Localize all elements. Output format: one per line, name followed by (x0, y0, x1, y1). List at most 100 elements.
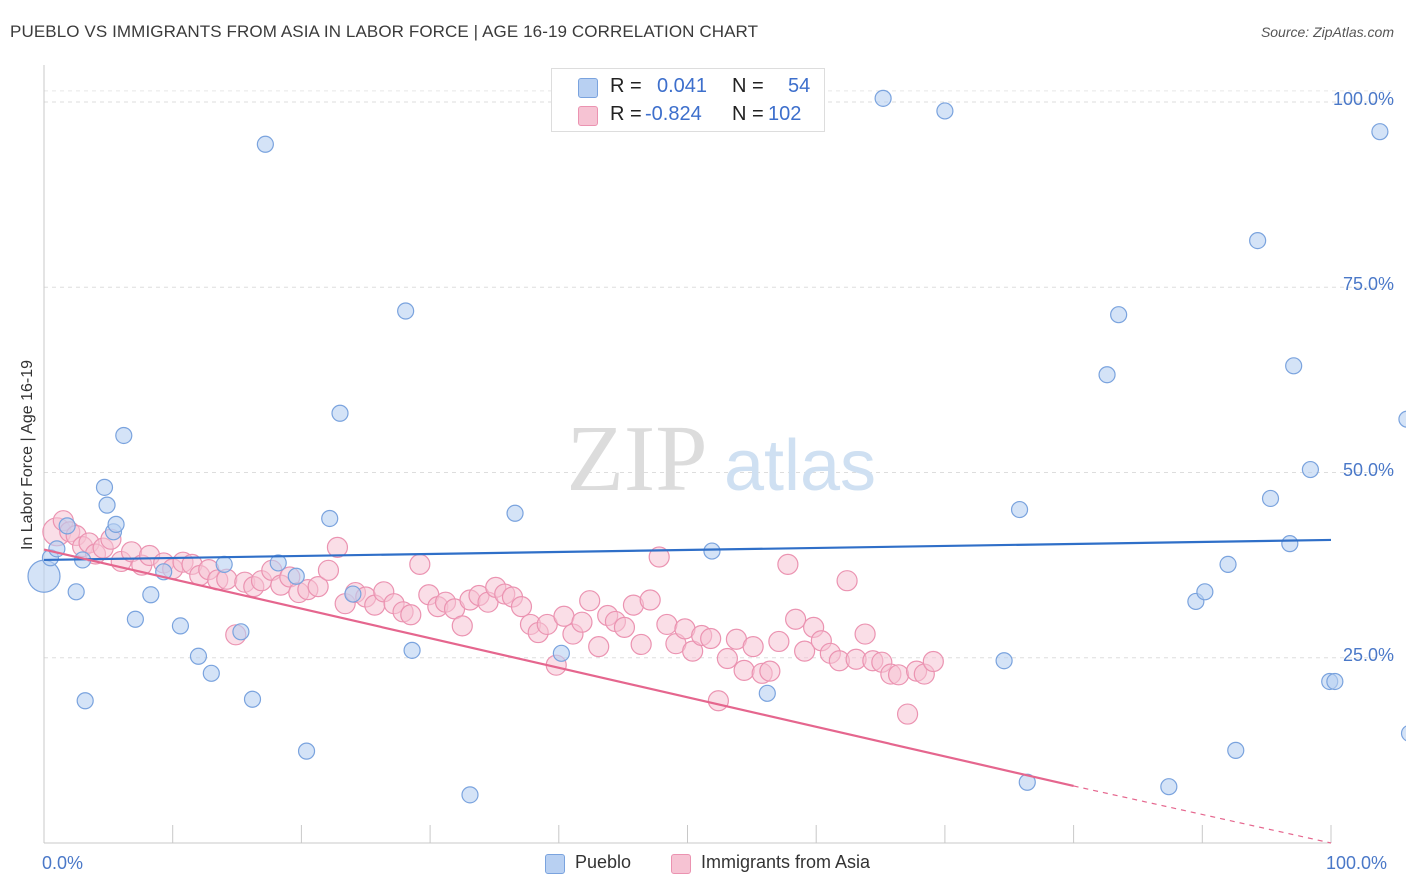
asia-point (409, 553, 431, 576)
pueblo-point (27, 559, 61, 593)
asia-trend-line (43, 548, 1074, 788)
pueblo-point (936, 102, 954, 120)
stats-box: R = 0.041 N = 54 R = -0.824 N = 102 (551, 68, 825, 132)
pueblo-point (202, 664, 220, 682)
pueblo-point (1249, 232, 1267, 250)
trend-lines (43, 538, 1332, 844)
pueblo-point (344, 585, 362, 603)
pueblo-point (1301, 460, 1320, 479)
pueblo-n-value: 54 (788, 75, 811, 97)
pueblo-point (107, 515, 125, 533)
chart-title: PUEBLO VS IMMIGRANTS FROM ASIA IN LABOR … (10, 22, 759, 41)
pueblo-point (1227, 741, 1245, 759)
series-pueblo (27, 89, 1406, 804)
asia-point (700, 627, 722, 650)
asia-point (759, 660, 781, 682)
pueblo-swatch (578, 78, 598, 98)
pueblo-point (703, 542, 721, 560)
asia-point (630, 633, 652, 656)
pueblo-point (1196, 583, 1214, 601)
asia-point (785, 608, 807, 630)
pueblo-point (95, 478, 114, 496)
pueblo-point (397, 302, 415, 320)
pueblo-point (76, 692, 94, 710)
asia-point (588, 636, 610, 658)
pueblo-r-value: 0.041 (657, 75, 708, 97)
pueblo-point (287, 567, 305, 585)
asia-point (307, 576, 329, 598)
pueblo-point (1400, 725, 1406, 742)
pueblo-point (1371, 123, 1389, 141)
r-label: R = (610, 75, 642, 97)
pueblo-point (126, 610, 144, 628)
asia-point (768, 630, 790, 653)
pueblo-point (297, 742, 316, 760)
pueblo-point (215, 555, 233, 574)
asia-point (707, 690, 729, 712)
pueblo-point (1261, 489, 1280, 508)
pueblo-point (115, 426, 133, 445)
asia-r-value: -0.824 (645, 103, 702, 125)
pueblo-point (1326, 672, 1344, 691)
series-asia (42, 510, 944, 725)
asia-swatch (578, 106, 598, 126)
n-label: N = (732, 103, 764, 125)
pueblo-point (269, 554, 287, 572)
pueblo-point (1219, 555, 1237, 574)
x-tick-min: 0.0% (42, 853, 84, 873)
asia-point (579, 590, 601, 612)
pueblo-point (189, 647, 208, 665)
axes (43, 65, 1332, 844)
asia-point (896, 703, 919, 725)
asia-point (742, 636, 764, 658)
asia-point (451, 615, 473, 637)
y-tick-label: 50.0% (1342, 459, 1394, 480)
asia-point (922, 650, 944, 673)
y-tick-label: 25.0% (1342, 644, 1394, 665)
pueblo-point (1010, 500, 1029, 519)
n-label: N = (732, 75, 764, 97)
pueblo-point (403, 641, 421, 659)
source-label: Source: ZipAtlas.com (1260, 24, 1394, 40)
watermark-zip: ZIP (567, 407, 708, 511)
asia-point (656, 613, 678, 636)
asia-point (854, 623, 876, 645)
legend-label-pueblo: Pueblo (575, 852, 632, 872)
r-label: R = (610, 103, 642, 125)
asia-point (510, 596, 533, 618)
asia-point (639, 589, 661, 611)
pueblo-point (1281, 535, 1299, 553)
asia-point (648, 546, 670, 568)
pueblo-point (552, 644, 570, 662)
pueblo-point (1285, 357, 1303, 375)
asia-point (777, 553, 799, 576)
asia-point (716, 647, 738, 670)
pueblo-point (243, 690, 262, 708)
asia-point (571, 611, 593, 633)
pueblo-point (1398, 410, 1406, 428)
pueblo-legend-swatch (545, 854, 565, 874)
pueblo-point (321, 509, 339, 528)
asia-point (613, 616, 636, 638)
pueblo-point (142, 586, 160, 604)
asia-point (794, 640, 816, 662)
pueblo-point (874, 89, 892, 107)
asia-n-value: 102 (768, 103, 802, 125)
stats-row-asia: R = -0.824 N = 102 (552, 101, 824, 129)
asia-point (317, 559, 340, 581)
legend-label-asia: Immigrants from Asia (701, 852, 871, 872)
pueblo-point (1160, 778, 1178, 796)
watermark-atlas: atlas (724, 426, 876, 506)
asia-point (400, 604, 422, 626)
asia-point (887, 664, 910, 686)
pueblo-point (67, 583, 85, 601)
asia-legend-swatch (671, 854, 691, 874)
stats-row-pueblo: R = 0.041 N = 54 (552, 73, 824, 101)
pueblo-point (58, 517, 76, 535)
y-tick-label: 75.0% (1342, 274, 1394, 295)
pueblo-point (995, 652, 1013, 670)
asia-point (553, 605, 575, 627)
pueblo-point (1110, 306, 1128, 324)
asia-point (836, 570, 858, 592)
